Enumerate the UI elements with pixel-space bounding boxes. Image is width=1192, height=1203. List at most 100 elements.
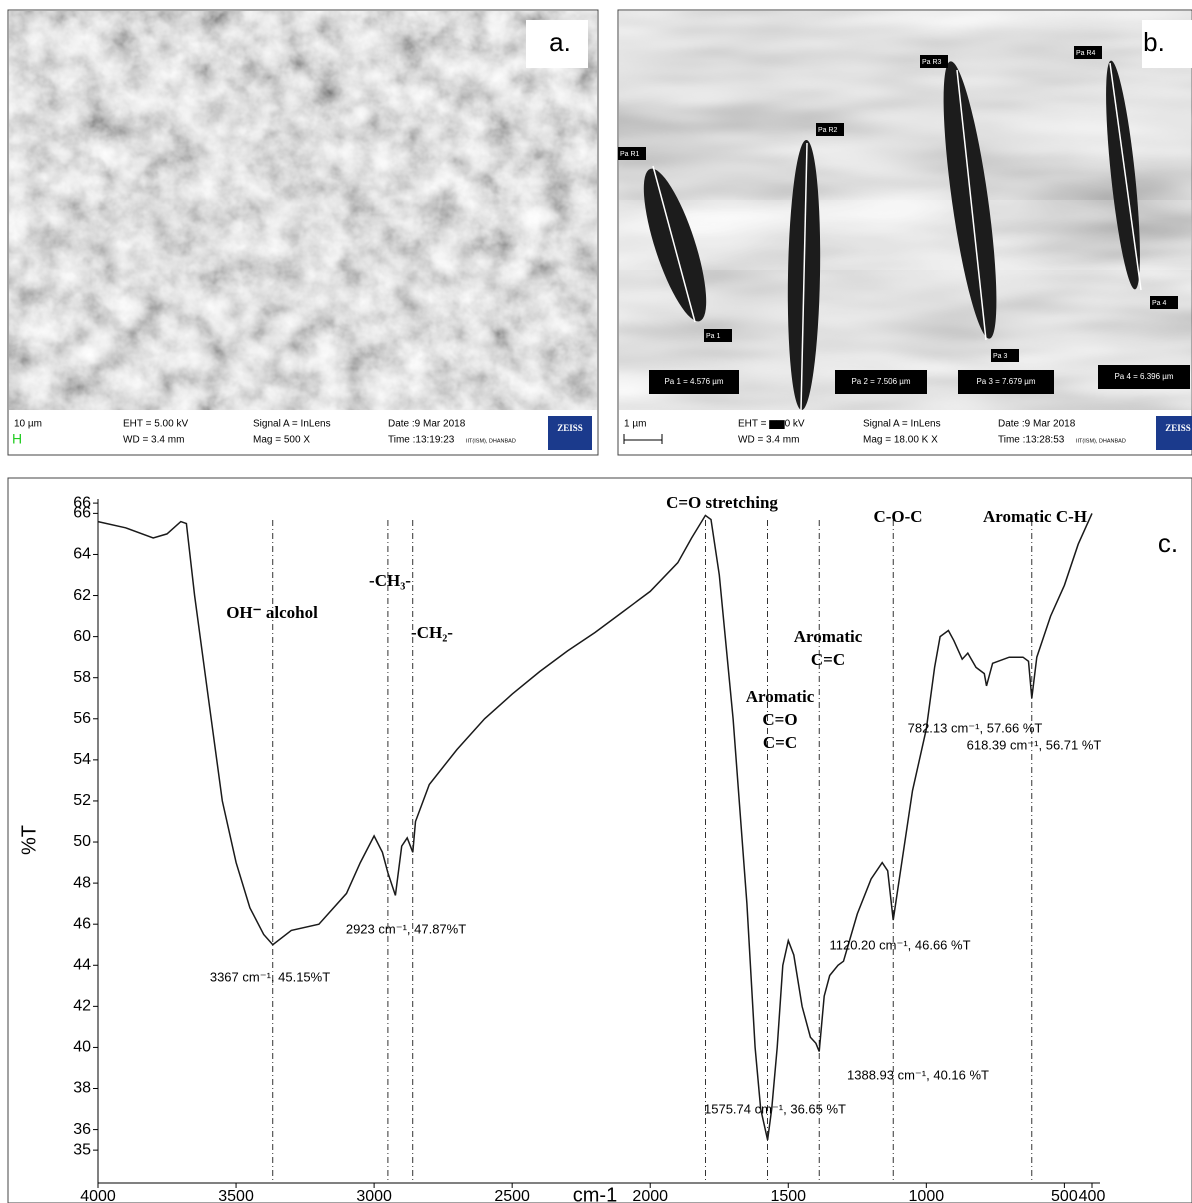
y-tick-label: 42: [73, 998, 91, 1015]
marker: Pa R2: [818, 127, 838, 134]
brand: ZEISS: [1165, 423, 1191, 433]
letter-box: [526, 20, 588, 68]
annotation: C=O: [762, 710, 797, 729]
x-tick-label: 3000: [356, 1188, 392, 1203]
marker-box: [1150, 296, 1178, 309]
logo: [1156, 416, 1192, 450]
logo: [548, 416, 592, 450]
y-tick-label: 56: [73, 710, 91, 727]
annotation: C=O stretching: [666, 493, 778, 512]
marker: Pa 4: [1152, 300, 1167, 307]
y-tick-label: 52: [73, 792, 91, 809]
annotation: -CH₃-: [369, 571, 411, 590]
scale-bar: H: [12, 431, 22, 447]
y-tick-label: 66: [73, 494, 91, 511]
panel-letter: b.: [1143, 27, 1165, 57]
marker-box: [816, 123, 844, 136]
marker-box: [920, 55, 948, 68]
x-tick-label: 400: [1079, 1188, 1106, 1203]
peak-label: 618.39 cm⁻¹, 56.71 %T: [967, 737, 1102, 752]
y-tick-label: 66: [73, 505, 91, 522]
x-tick-label: 4000: [80, 1188, 116, 1203]
y-tick-label: 40: [73, 1039, 91, 1056]
marker: Pa R3: [922, 59, 942, 66]
band: [619, 200, 1192, 270]
marker: Pa 1: [706, 333, 721, 340]
sem-image-a: [9, 11, 597, 410]
y-tick-label: 35: [73, 1141, 91, 1158]
signal: Signal A = InLens: [863, 419, 941, 430]
x-axis-label: cm-1: [573, 1184, 617, 1203]
y-tick-label: 54: [73, 751, 91, 768]
annotation: C-O-C: [873, 507, 922, 526]
marker: Pa R4: [1076, 50, 1096, 57]
panel-letter: a.: [549, 27, 571, 57]
measurement: Pa 3 = 7.679 µm: [976, 377, 1035, 386]
measurement: Pa 4 = 6.396 µm: [1114, 372, 1173, 381]
y-axis-label: %T: [18, 825, 40, 855]
time: Time :13:28:53: [998, 435, 1065, 446]
signal: Signal A = InLens: [253, 419, 331, 430]
annotation: Aromatic: [746, 687, 815, 706]
mag: Mag = 500 X: [253, 435, 310, 446]
eht: EHT = ▆▆0 kV: [738, 419, 805, 430]
x-tick-label: 3500: [218, 1188, 254, 1203]
annotation: C=C: [811, 650, 845, 669]
wd: WD = 3.4 mm: [738, 435, 799, 446]
spectrum: [97, 513, 1093, 1141]
brand: ZEISS: [557, 423, 583, 433]
site: IIT(ISM), DHANBAD: [466, 438, 516, 444]
x-tick-label: 2500: [494, 1188, 530, 1203]
marker-box: [991, 349, 1019, 362]
annotation: OH⁻ alcohol: [226, 603, 318, 622]
scale-label: 10 µm: [14, 419, 42, 430]
y-tick-label: 48: [73, 874, 91, 891]
marker: Pa R1: [620, 151, 640, 158]
site: IIT(ISM), DHANBAD: [1076, 438, 1126, 444]
letter-box: [1142, 20, 1192, 68]
time: Time :13:19:23: [388, 435, 455, 446]
peak-label: 1388.93 cm⁻¹, 40.16 %T: [847, 1067, 989, 1082]
peak-label: 1120.20 cm⁻¹, 46.66 %T: [829, 937, 970, 952]
measurement: Pa 1 = 4.576 µm: [664, 377, 723, 386]
marker-box: [618, 147, 646, 160]
annotation: Aromatic C-H: [983, 507, 1087, 526]
annotation: C=C: [763, 733, 797, 752]
annotation: -CH₂-: [411, 623, 453, 642]
peak-label: 3367 cm⁻¹, 45.15%T: [210, 969, 330, 984]
marker-box: [1074, 46, 1102, 59]
measure-box: [1098, 365, 1190, 389]
eht: EHT = 5.00 kV: [123, 419, 188, 430]
panel-c-frame: [7, 477, 1192, 1203]
y-tick-label: 46: [73, 915, 91, 932]
y-tick-label: 44: [73, 956, 91, 973]
peak-label: 782.13 cm⁻¹, 57.66 %T: [908, 720, 1043, 735]
sem-image-b: [619, 11, 1192, 410]
wd: WD = 3.4 mm: [123, 435, 184, 446]
x-tick-label: 1500: [770, 1188, 806, 1203]
annotation: Aromatic: [794, 627, 863, 646]
scale-label: 1 µm: [624, 419, 646, 430]
peak-label: 1575.74 cm⁻¹, 36.65 %T: [704, 1101, 846, 1116]
marker: Pa 3: [993, 353, 1008, 360]
y-tick-label: 38: [73, 1080, 91, 1097]
x-tick-label: 500: [1051, 1188, 1078, 1203]
date: Date :9 Mar 2018: [998, 419, 1076, 430]
mag: Mag = 18.00 K X: [863, 435, 938, 446]
y-tick-label: 36: [73, 1121, 91, 1138]
peak-label: 2923 cm⁻¹, 47.87%T: [346, 921, 466, 936]
panel-letter: c.: [1158, 528, 1178, 558]
measure-lines: [652, 62, 1142, 411]
y-tick-label: 58: [73, 669, 91, 686]
measure-box: [958, 370, 1054, 394]
y-tick-label: 50: [73, 833, 91, 850]
y-tick-label: 62: [73, 587, 91, 604]
x-tick-label: 2000: [632, 1188, 668, 1203]
x-tick-label: 1000: [909, 1188, 945, 1203]
measure-box: [835, 370, 927, 394]
measurement: Pa 2 = 7.506 µm: [851, 377, 910, 386]
y-tick-label: 60: [73, 628, 91, 645]
date: Date :9 Mar 2018: [388, 419, 466, 430]
measure-box: [649, 370, 739, 394]
